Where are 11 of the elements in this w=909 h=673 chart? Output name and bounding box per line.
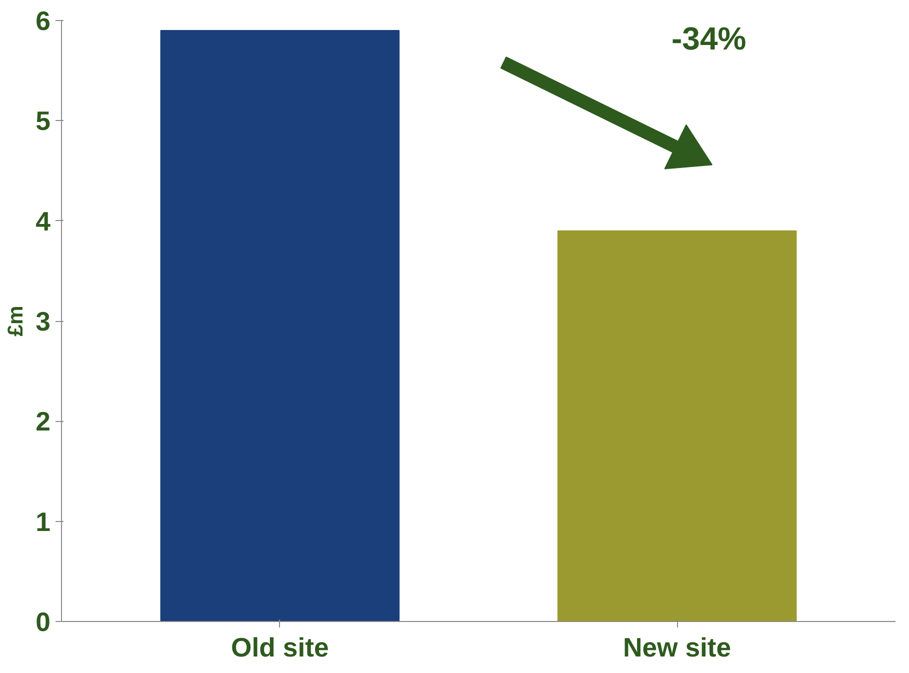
y-tick-label: 0 <box>36 607 51 637</box>
y-axis-title: £m <box>4 306 28 336</box>
y-tick-label: 2 <box>36 406 51 437</box>
y-tick-label: 3 <box>36 306 51 336</box>
y-tick-label: 4 <box>36 206 51 236</box>
y-tick-label: 5 <box>36 106 51 136</box>
x-tick-label: New site <box>622 632 732 662</box>
x-tick-label: Old site <box>231 632 329 662</box>
y-tick-label: 1 <box>36 506 51 537</box>
y-tick-label: 6 <box>36 6 51 36</box>
annotation: -34% <box>672 20 746 56</box>
